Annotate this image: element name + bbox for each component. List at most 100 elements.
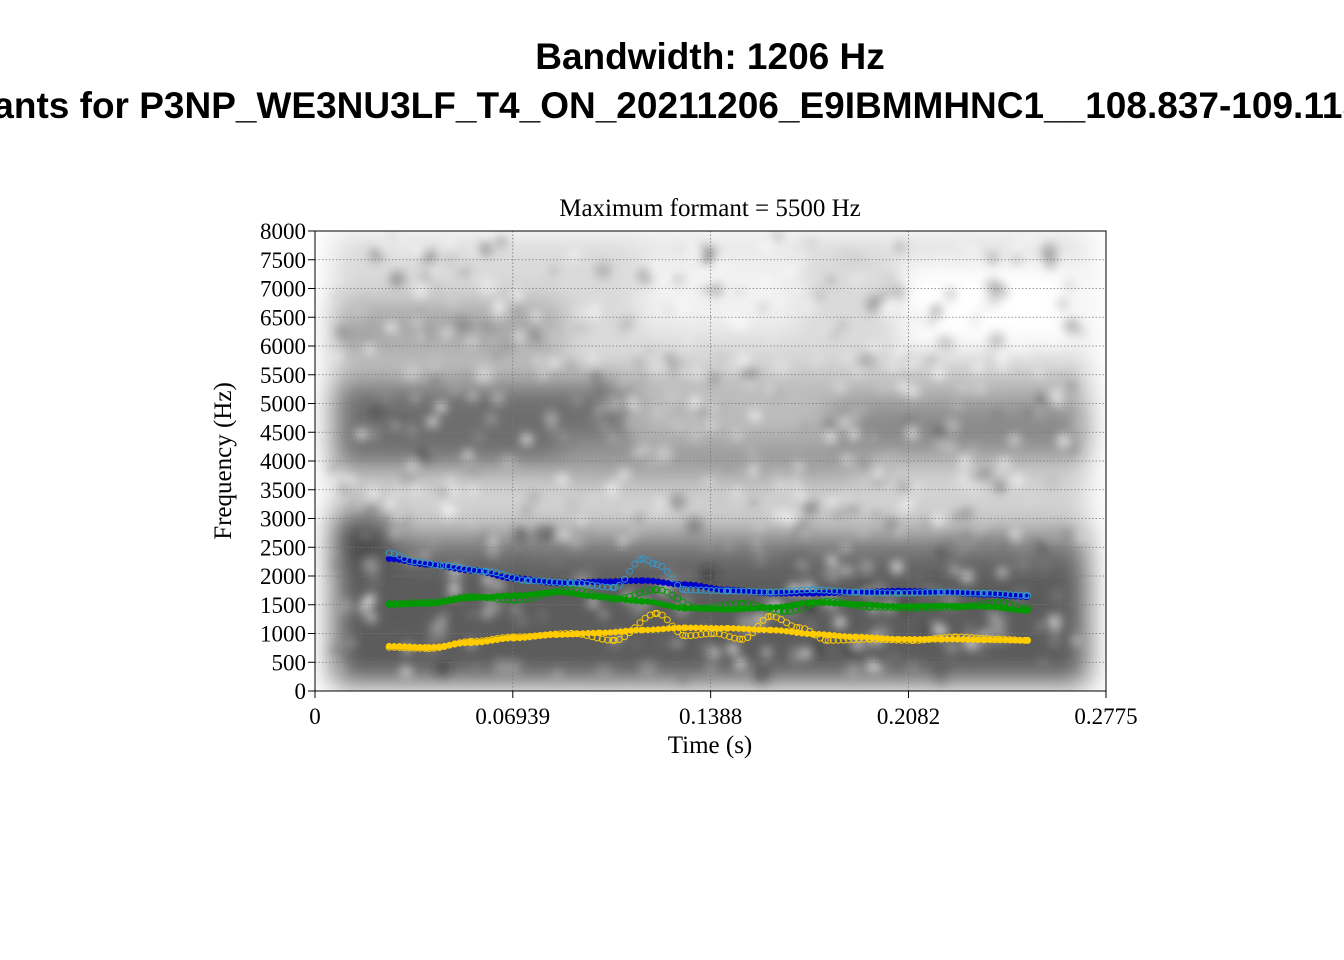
- formant-point: [910, 604, 918, 612]
- formant-point: [573, 630, 581, 638]
- formant-point: [653, 586, 661, 594]
- formant-point: [978, 635, 986, 642]
- formant-point: [535, 577, 543, 585]
- formant-point: [754, 622, 762, 630]
- formant-point: [455, 563, 463, 571]
- y-tick-label: 5500: [260, 363, 306, 388]
- formant-point: [958, 633, 965, 641]
- formant-point: [744, 634, 752, 641]
- formant-point: [499, 634, 507, 642]
- y-tick-label: 5000: [260, 392, 306, 417]
- formant-point: [531, 632, 539, 640]
- formant-point: [930, 635, 938, 643]
- formant-point: [846, 588, 854, 596]
- y-tick-label: 7500: [260, 248, 306, 273]
- formant-point: [416, 644, 424, 652]
- formant-point: [531, 593, 539, 601]
- formant-point: [431, 561, 439, 569]
- formant-point: [749, 601, 757, 609]
- formant-point: [882, 603, 890, 611]
- formant-point: [940, 603, 948, 611]
- formant-point: [692, 631, 700, 639]
- formant-point: [836, 587, 843, 595]
- formant-point: [478, 637, 486, 645]
- formant-point: [1005, 636, 1013, 644]
- formant-point: [1000, 599, 1008, 607]
- formant-point: [521, 595, 529, 603]
- formant-point: [546, 631, 554, 638]
- formant-point: [492, 569, 500, 577]
- formant-point: [674, 594, 682, 602]
- formant-point: [860, 635, 868, 643]
- formant-point: [621, 633, 629, 641]
- formant-point: [860, 603, 868, 611]
- formant-point: [390, 600, 398, 608]
- formant-point: [783, 587, 790, 595]
- formant-point: [840, 636, 847, 644]
- formant-point: [798, 586, 806, 594]
- formant-point: [764, 605, 772, 613]
- y-tick-label: 8000: [260, 219, 306, 244]
- formant-point: [925, 635, 933, 643]
- formant-point: [759, 616, 767, 624]
- formant-point: [817, 598, 825, 606]
- formant-point: [390, 643, 398, 651]
- formant-point: [658, 563, 666, 570]
- formant-point: [546, 589, 554, 597]
- formant-point: [697, 586, 705, 594]
- formant-point: [416, 599, 424, 607]
- formant-point: [416, 558, 424, 566]
- x-tick-label: 0.2775: [1074, 704, 1137, 729]
- formant-point: [830, 587, 838, 595]
- formant-point: [499, 596, 507, 603]
- formant-point: [744, 600, 752, 608]
- formant-point: [536, 592, 544, 600]
- formant-point: [726, 633, 733, 641]
- formant-point: [1024, 636, 1032, 644]
- formant-point: [969, 589, 977, 597]
- formant-point: [889, 589, 896, 597]
- formant-point: [425, 599, 433, 606]
- formant-point: [1017, 591, 1025, 599]
- formant-point: [872, 603, 880, 611]
- formant-point: [568, 579, 575, 587]
- formant-point: [446, 596, 453, 604]
- formant-point: [456, 639, 464, 647]
- formant-point: [631, 560, 639, 568]
- formant-point: [910, 636, 918, 644]
- formant-point: [916, 589, 924, 597]
- formant-point: [604, 636, 611, 644]
- formant-point: [541, 631, 549, 639]
- formant-point: [697, 631, 705, 638]
- y-tick-label: 6000: [260, 334, 306, 359]
- formant-point: [811, 631, 819, 639]
- formant-point: [824, 636, 832, 644]
- formant-point: [468, 638, 476, 645]
- formant-point: [925, 604, 933, 612]
- formant-point: [722, 601, 729, 609]
- formant-point: [983, 635, 991, 643]
- formant-point: [573, 579, 581, 587]
- formant-point: [696, 604, 704, 612]
- formant-point: [395, 644, 403, 651]
- y-axis: 0 500 1000 1500 2000 2500 3000 3500 4000 4500 5000…: [260, 219, 315, 704]
- formant-point: [882, 636, 890, 644]
- formant-point: [470, 566, 478, 574]
- formant-point: [679, 585, 687, 593]
- formant-point: [568, 630, 575, 637]
- x-axis-label: Time (s): [668, 732, 753, 759]
- plot-title: Maximum formant = 5500 Hz: [559, 195, 861, 222]
- formant-point: [541, 590, 549, 598]
- formant-point: [920, 604, 928, 612]
- formant-point: [450, 562, 457, 570]
- formant-point: [679, 631, 687, 639]
- y-tick-label: 0: [295, 679, 307, 704]
- y-tick-label: 500: [272, 650, 307, 675]
- formant-point: [521, 633, 529, 641]
- formant-point: [446, 641, 453, 649]
- formant-point: [679, 598, 687, 606]
- formant-point: [855, 602, 863, 610]
- formant-point: [964, 589, 972, 597]
- formant-point: [525, 577, 533, 585]
